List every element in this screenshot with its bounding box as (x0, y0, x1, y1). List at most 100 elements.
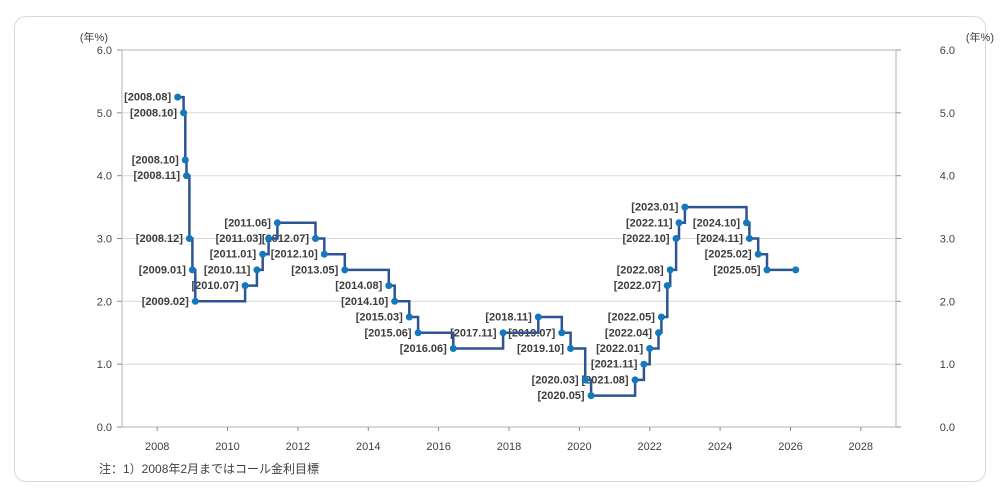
data-point-label: [2022.04] (605, 327, 652, 339)
data-point-label: [2008.08] (124, 92, 171, 104)
data-point-label: [2008.11] (134, 170, 181, 182)
data-point (185, 235, 193, 242)
x-axis-label: 2018 (497, 441, 521, 453)
data-point-label: [2008.12] (136, 233, 183, 245)
y-axis-label-left: 2.0 (97, 296, 112, 308)
x-axis-label: 2026 (778, 441, 802, 453)
data-point (320, 250, 328, 258)
data-point-label: [2021.11] (591, 359, 638, 371)
data-point-label: [2021.08] (582, 374, 629, 386)
data-point-label: [2022.10] (623, 233, 670, 245)
data-point (174, 93, 182, 101)
data-point-label: [2020.03] (532, 374, 579, 386)
y-axis-label-right: 4.0 (940, 171, 955, 183)
footnote: 注：1）2008年2月まではコール金利目標 (99, 462, 320, 476)
data-point-label: [2009.02] (142, 296, 189, 308)
data-point (191, 297, 199, 305)
y-axis-label-left: 1.0 (97, 359, 112, 371)
data-point (391, 297, 399, 305)
data-point (567, 345, 575, 352)
data-point (743, 219, 750, 227)
data-point-label: [2014.10] (341, 296, 388, 308)
data-point (666, 266, 674, 274)
y-axis-label-left: 3.0 (97, 234, 112, 246)
data-point-label: [2023.01] (631, 202, 678, 214)
data-point-label: [2008.10] (130, 107, 177, 119)
data-point (631, 376, 639, 384)
data-point-label: [2015.03] (356, 312, 403, 324)
y-axis-label-right: 1.0 (940, 359, 955, 371)
data-point-label: [2010.07] (192, 280, 239, 292)
data-point-label: [2022.08] (617, 264, 664, 276)
data-point (655, 329, 662, 337)
data-point-label: [2012.07] (262, 233, 309, 245)
data-point (414, 329, 422, 337)
data-point (241, 282, 249, 290)
data-point-label: [2025.02] (705, 249, 752, 261)
data-point-label: [2014.08] (335, 280, 382, 292)
y-axis-label-left: 5.0 (97, 108, 112, 120)
y-axis-label-left: 0.0 (97, 422, 112, 434)
x-axis-label: 2020 (567, 441, 591, 453)
data-point (558, 329, 566, 337)
y-axis-label-left: 4.0 (97, 171, 112, 183)
data-point (341, 266, 349, 274)
data-point (763, 266, 771, 274)
data-point-label: [2009.01] (139, 264, 186, 276)
y-axis-label-right: 2.0 (940, 296, 955, 308)
data-point (675, 219, 683, 227)
data-point (792, 266, 800, 274)
data-point (587, 392, 595, 400)
data-point (449, 345, 457, 352)
data-point (405, 313, 413, 321)
data-point (745, 235, 753, 242)
x-axis-label: 2010 (215, 441, 239, 453)
data-point (259, 250, 267, 258)
data-point (188, 266, 196, 274)
data-point-label: [2024.11] (696, 233, 743, 245)
data-point-label: [2011.03] (216, 233, 263, 245)
data-point (672, 235, 680, 242)
data-point (385, 282, 393, 290)
data-point-label: [2018.11] (485, 312, 532, 324)
data-point-label: [2024.10] (693, 217, 740, 229)
data-point (181, 156, 189, 164)
data-point-label: [2022.11] (626, 217, 673, 229)
data-point (681, 203, 689, 211)
y-axis-label-right: 5.0 (940, 108, 955, 120)
data-point (253, 266, 261, 274)
data-point-label: [2017.11] (450, 327, 497, 339)
data-point (312, 235, 319, 242)
y-axis-label-right: 0.0 (940, 422, 955, 434)
data-point (265, 235, 273, 242)
rate-step-line (177, 95, 796, 397)
data-point-label: [2013.05] (291, 264, 338, 276)
data-point-label: [2022.01] (596, 343, 643, 355)
data-point-label: [2015.06] (365, 327, 412, 339)
x-axis-label: 2014 (356, 441, 380, 453)
data-point (754, 250, 762, 258)
data-point-label: [2012.10] (271, 249, 318, 261)
data-point-label: [2022.07] (614, 280, 661, 292)
x-axis-label: 2008 (145, 441, 169, 453)
data-point (657, 313, 665, 321)
y-axis-unit-right: (年%) (965, 32, 994, 44)
data-point-label: [2008.10] (132, 155, 179, 167)
data-point-label: [2025.05] (713, 264, 760, 276)
data-point-label: [2010.11] (204, 264, 251, 276)
data-point (183, 172, 190, 180)
data-point (273, 219, 281, 227)
x-axis-label: 2022 (637, 441, 661, 453)
data-point (646, 345, 654, 352)
chart-panel (14, 16, 986, 482)
data-point (663, 282, 671, 290)
data-point-label: [2019.10] (517, 343, 564, 355)
data-point-label: [2011.06] (224, 217, 271, 229)
y-axis-label-right: 6.0 (940, 45, 955, 57)
data-point-label: [2011.01] (210, 249, 257, 261)
data-point (180, 109, 188, 117)
data-point (534, 313, 542, 321)
y-axis-label-left: 6.0 (97, 45, 112, 57)
